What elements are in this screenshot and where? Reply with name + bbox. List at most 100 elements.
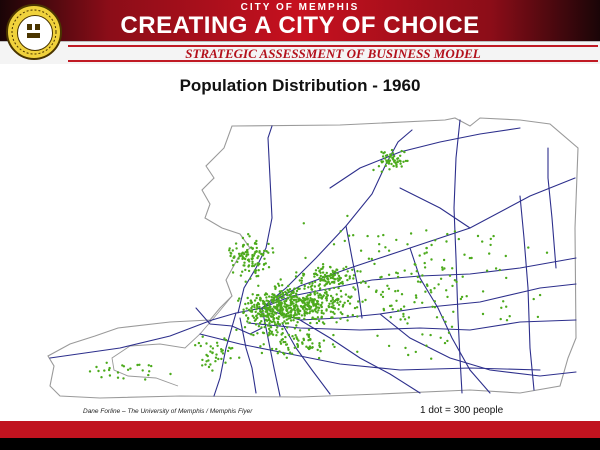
population-dot <box>273 299 276 302</box>
population-dot <box>413 301 416 304</box>
population-dot <box>339 276 342 280</box>
population-dot <box>240 252 243 255</box>
population-dot <box>321 275 325 279</box>
population-dot <box>505 276 508 280</box>
population-dot <box>271 299 274 303</box>
population-dot <box>88 370 92 373</box>
population-dot <box>253 242 257 245</box>
population-dot <box>302 338 306 342</box>
population-dot <box>481 240 484 243</box>
population-dot <box>328 265 332 269</box>
population-dot <box>260 320 263 323</box>
population-dot <box>287 284 290 288</box>
population-dot <box>384 154 388 157</box>
population-dot <box>269 308 272 311</box>
population-dot <box>279 340 282 343</box>
population-dot <box>282 293 285 296</box>
population-dot <box>265 250 268 253</box>
population-dot <box>252 264 256 268</box>
population-dot <box>126 368 130 371</box>
population-dot <box>406 159 409 163</box>
population-dot <box>527 246 530 249</box>
population-dot <box>309 338 312 341</box>
population-dot <box>356 350 359 353</box>
population-dot <box>211 351 214 355</box>
population-dot <box>244 250 247 254</box>
population-dot <box>390 148 394 152</box>
population-dot <box>277 315 281 318</box>
population-dot <box>247 302 250 305</box>
population-dot <box>508 315 511 318</box>
population-dot <box>250 309 254 312</box>
population-dot <box>253 299 257 302</box>
population-dot <box>377 250 381 253</box>
population-dot <box>379 276 382 279</box>
population-dot <box>311 300 314 304</box>
population-dot <box>108 374 112 377</box>
population-dot <box>246 320 249 323</box>
population-dot <box>241 236 245 240</box>
population-dot <box>255 250 258 253</box>
population-dot <box>321 271 325 274</box>
population-dot <box>242 264 245 267</box>
population-dot <box>296 316 300 320</box>
population-dot <box>460 295 464 299</box>
population-dot <box>433 287 436 290</box>
population-dot <box>306 333 309 336</box>
population-dot <box>378 243 381 246</box>
population-dot <box>268 295 271 298</box>
population-dot <box>302 297 306 300</box>
population-dot <box>270 315 273 318</box>
population-dot <box>416 275 419 279</box>
population-dot <box>289 306 293 310</box>
population-dot <box>385 161 389 164</box>
population-dot <box>209 363 212 366</box>
population-dot <box>300 276 303 280</box>
population-dot <box>351 268 354 271</box>
population-dot <box>197 341 201 345</box>
population-dot <box>280 333 283 336</box>
population-dot <box>246 296 249 300</box>
population-dot <box>400 165 403 168</box>
header-rule-top <box>68 45 598 47</box>
population-dot <box>232 256 236 259</box>
population-dot <box>278 350 281 353</box>
population-dot <box>231 271 235 274</box>
population-dot <box>424 290 427 293</box>
population-dot <box>245 314 248 317</box>
population-dot <box>388 304 392 308</box>
population-dot <box>331 280 334 284</box>
population-dot <box>317 296 320 299</box>
population-dot <box>319 274 322 278</box>
population-dot <box>287 333 291 337</box>
population-dot <box>281 308 285 311</box>
population-dot <box>279 342 283 345</box>
population-dot <box>272 309 275 312</box>
population-dot <box>505 305 508 308</box>
population-dot <box>275 323 278 326</box>
population-dot <box>335 293 338 296</box>
population-dot <box>273 321 276 324</box>
population-dot <box>108 366 111 370</box>
population-dot <box>277 282 280 285</box>
population-dot <box>263 302 267 305</box>
population-dot <box>268 322 271 325</box>
population-dot <box>307 328 311 331</box>
population-dot <box>316 273 319 277</box>
population-dot <box>289 295 293 298</box>
population-dot <box>362 280 365 283</box>
population-dot <box>346 270 349 273</box>
population-dot <box>538 293 542 297</box>
population-dot <box>308 347 312 350</box>
population-dot <box>279 295 282 298</box>
population-dot <box>339 311 342 314</box>
population-dot <box>297 298 300 301</box>
population-dot <box>292 316 296 319</box>
population-dot <box>341 305 345 308</box>
population-dot <box>328 302 331 305</box>
population-dot <box>251 314 254 318</box>
population-dot <box>447 331 451 334</box>
population-dot <box>259 296 262 299</box>
population-dot <box>545 251 549 254</box>
population-dot <box>241 256 244 259</box>
